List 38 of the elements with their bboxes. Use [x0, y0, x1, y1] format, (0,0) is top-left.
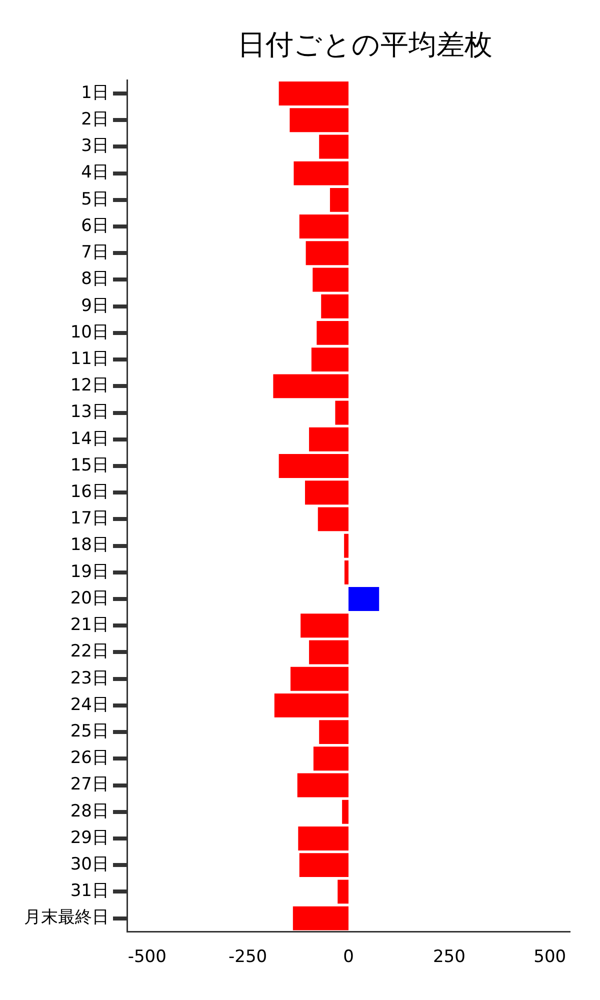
y-tick-label: 24日	[70, 694, 109, 715]
y-tick-label: 1日	[81, 82, 109, 103]
y-tick-label: 22日	[70, 642, 109, 662]
y-tick-label: 14日	[70, 428, 109, 449]
y-tick-label: 11日	[70, 348, 109, 369]
chart-title: 日付ごとの平均差枚	[236, 27, 494, 63]
x-tick-label: 250	[432, 947, 466, 968]
y-tick-label: 7日	[81, 242, 109, 263]
y-tick-label: 15日	[70, 455, 109, 476]
y-tick-label: 5日	[81, 189, 109, 210]
x-tick-label: -250	[228, 947, 268, 968]
y-tick-label: 28日	[70, 801, 109, 822]
y-tick-label: 10日	[70, 322, 109, 342]
y-tick-label: 8日	[81, 269, 109, 290]
x-tick-label: -500	[128, 947, 166, 968]
y-tick-label: 12日	[70, 376, 109, 396]
y-tick-label: 18日	[70, 535, 109, 556]
y-tick-label: 20日	[70, 588, 109, 608]
y-tick-label: 19日	[70, 562, 109, 582]
y-tick-label: 9日	[81, 296, 109, 316]
y-tick-label: 2日	[81, 110, 109, 130]
y-tick-label: 23日	[70, 668, 109, 688]
y-tick-label: 6日	[81, 216, 109, 236]
y-tick-label: 31日	[70, 881, 109, 902]
y-tick-label: 27日	[70, 774, 109, 795]
y-tick-label: 月末最終日	[24, 908, 109, 928]
y-tick-label: 25日	[70, 721, 109, 742]
y-tick-label: 16日	[70, 482, 109, 502]
x-tick-label: 500	[534, 947, 566, 968]
y-tick-label: 29日	[70, 828, 109, 848]
y-tick-label: 17日	[70, 508, 109, 529]
y-tick-label: 13日	[70, 402, 109, 422]
y-tick-label: 4日	[81, 162, 109, 183]
x-tick-label: 0	[343, 947, 354, 968]
y-tick-label: 30日	[70, 854, 109, 875]
y-tick-label: 21日	[70, 615, 109, 636]
y-tick-label: 26日	[70, 748, 109, 768]
y-tick-label: 3日	[81, 136, 109, 156]
